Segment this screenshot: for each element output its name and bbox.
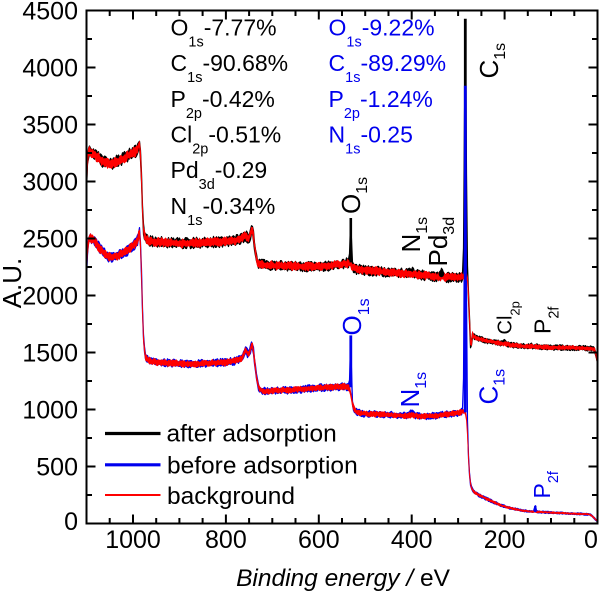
svg-text:3500: 3500 xyxy=(22,112,78,140)
svg-text:after adsorption: after adsorption xyxy=(167,421,337,448)
svg-text:500: 500 xyxy=(36,454,78,482)
svg-text:4500: 4500 xyxy=(22,0,78,26)
svg-text:800: 800 xyxy=(205,526,247,554)
svg-text:background: background xyxy=(167,483,295,510)
svg-text:4000: 4000 xyxy=(22,55,78,83)
svg-text:before adsorption: before adsorption xyxy=(167,453,358,480)
svg-text:400: 400 xyxy=(391,526,433,554)
svg-text:A.U.: A.U. xyxy=(0,258,27,309)
svg-text:1000: 1000 xyxy=(105,526,161,554)
svg-text:0: 0 xyxy=(64,508,78,536)
svg-text:200: 200 xyxy=(484,526,526,554)
svg-text:2000: 2000 xyxy=(22,283,78,311)
svg-text:Binding energy / eV: Binding energy / eV xyxy=(236,565,451,592)
svg-text:1000: 1000 xyxy=(22,397,78,425)
svg-text:1500: 1500 xyxy=(22,340,78,368)
svg-text:Pd3d: Pd3d xyxy=(423,217,458,267)
svg-text:2500: 2500 xyxy=(22,226,78,254)
svg-text:3000: 3000 xyxy=(22,169,78,197)
svg-text:0: 0 xyxy=(584,526,598,554)
svg-text:600: 600 xyxy=(298,526,340,554)
